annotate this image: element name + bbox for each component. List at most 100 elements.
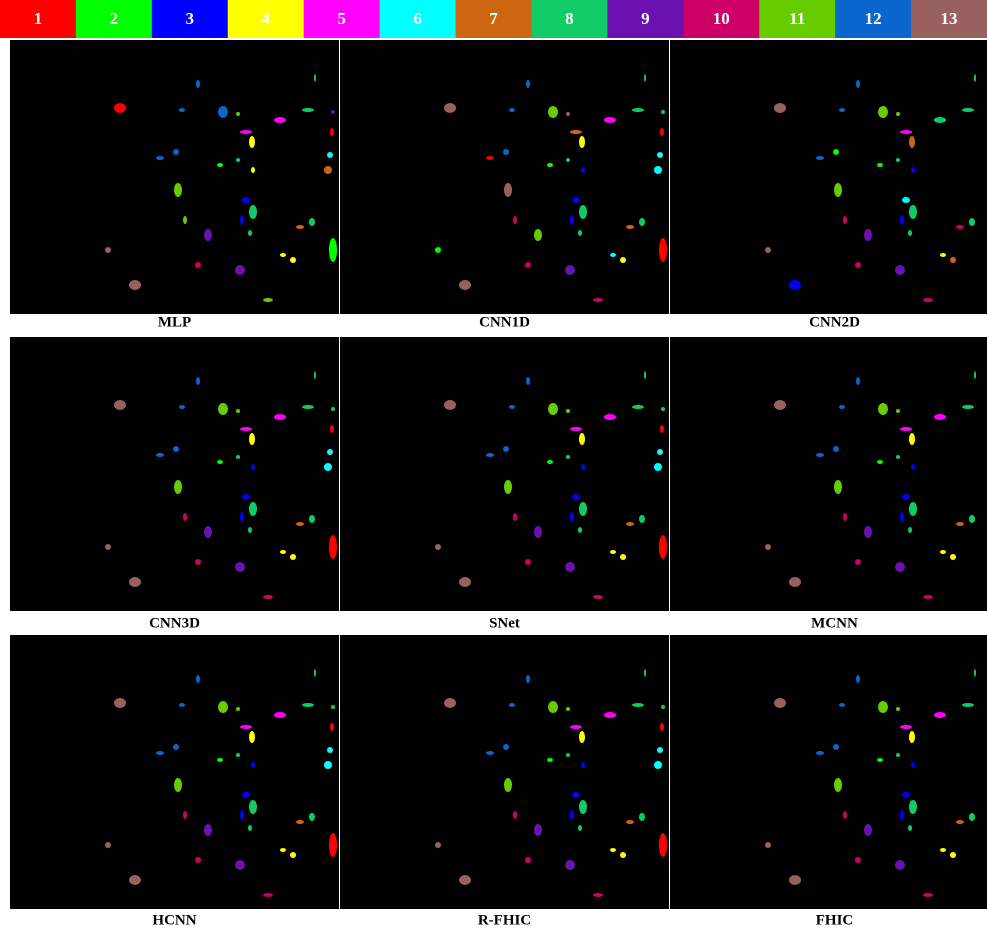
class-region — [309, 813, 315, 821]
class-region — [833, 744, 839, 750]
legend-label: 3 — [186, 9, 195, 28]
class-region — [274, 712, 286, 718]
class-region — [950, 257, 956, 263]
class-region — [834, 778, 842, 792]
class-region — [877, 460, 883, 464]
class-region — [911, 464, 915, 470]
class-region — [940, 848, 946, 852]
class-region — [896, 753, 900, 757]
class-region — [444, 400, 456, 410]
class-region — [526, 377, 530, 385]
class-region — [263, 893, 273, 897]
class-region — [240, 130, 252, 134]
class-region — [240, 725, 252, 729]
class-region — [579, 731, 585, 743]
class-region — [327, 152, 333, 158]
classification-map — [340, 40, 669, 314]
class-region — [324, 166, 332, 174]
class-region — [513, 513, 517, 521]
class-region — [240, 427, 252, 431]
class-region — [604, 712, 616, 718]
class-region — [660, 723, 664, 731]
class-region — [302, 703, 314, 707]
class-region — [263, 595, 273, 599]
class-region — [548, 701, 558, 713]
class-region — [908, 230, 912, 236]
class-region — [856, 675, 860, 683]
map-background — [10, 40, 339, 314]
class-region — [196, 377, 200, 385]
class-region — [526, 675, 530, 683]
class-region — [816, 156, 824, 160]
class-region — [114, 400, 126, 410]
class-region — [242, 792, 250, 798]
class-region — [235, 265, 245, 275]
class-region — [156, 156, 164, 160]
class-region — [525, 559, 531, 565]
class-region — [240, 810, 244, 820]
class-region — [324, 761, 332, 769]
panel-caption: FHIC — [816, 912, 854, 928]
class-region — [566, 753, 570, 757]
class-region — [579, 502, 587, 516]
class-region — [513, 811, 517, 819]
class-region — [217, 163, 223, 167]
class-region — [444, 103, 456, 113]
class-region — [174, 183, 182, 197]
class-region — [572, 792, 580, 798]
class-region — [324, 463, 332, 471]
panel-caption: CNN3D — [149, 615, 200, 631]
panel-caption: R-FHIC — [478, 912, 531, 928]
class-region — [513, 216, 517, 224]
class-region — [570, 725, 582, 729]
class-region — [902, 792, 910, 798]
class-region — [331, 705, 335, 709]
classification-map — [670, 337, 987, 611]
class-region — [855, 262, 861, 268]
class-region — [579, 433, 585, 445]
class-region — [774, 103, 786, 113]
class-region — [525, 857, 531, 863]
class-region — [218, 403, 228, 415]
legend-label: 9 — [641, 9, 650, 28]
class-region — [572, 197, 580, 203]
classification-map — [670, 40, 987, 314]
class-region — [114, 103, 126, 113]
class-region — [908, 825, 912, 831]
class-region — [504, 778, 512, 792]
class-region — [242, 197, 250, 203]
class-region — [833, 446, 839, 452]
class-region — [864, 229, 872, 241]
class-region — [626, 225, 634, 229]
class-region — [789, 577, 801, 587]
class-region — [565, 860, 575, 870]
class-region — [280, 550, 286, 554]
class-region — [309, 515, 315, 523]
map-background — [670, 337, 987, 611]
class-region — [236, 455, 240, 459]
class-region — [195, 262, 201, 268]
class-region — [765, 842, 771, 848]
class-region — [969, 813, 975, 821]
class-region — [435, 247, 441, 253]
class-region — [908, 527, 912, 533]
class-region — [195, 559, 201, 565]
class-region — [661, 407, 665, 411]
class-region — [204, 229, 212, 241]
class-region — [196, 675, 200, 683]
class-region — [962, 108, 974, 112]
class-region — [900, 512, 904, 522]
class-region — [789, 280, 801, 290]
class-region — [855, 559, 861, 565]
class-region — [302, 108, 314, 112]
class-region — [877, 163, 883, 167]
class-region — [486, 156, 494, 160]
class-region — [566, 455, 570, 459]
class-region — [940, 253, 946, 257]
class-region — [950, 852, 956, 858]
classification-map — [10, 635, 339, 909]
class-region — [909, 731, 915, 743]
class-region — [105, 544, 111, 550]
class-region — [435, 842, 441, 848]
class-region — [632, 108, 644, 112]
